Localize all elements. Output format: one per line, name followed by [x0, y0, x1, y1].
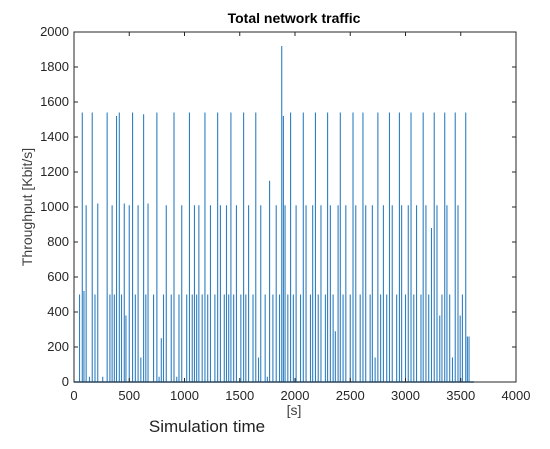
y-tick-label: 1600 — [40, 94, 69, 109]
x-tick-label: 500 — [118, 388, 140, 403]
data-series — [74, 46, 475, 383]
x-tick-label: 1500 — [225, 388, 254, 403]
y-tick-label: 400 — [47, 304, 69, 319]
x-tick-label: 0 — [70, 388, 77, 403]
y-tick-label: 800 — [47, 234, 69, 249]
y-tick-label: 0 — [62, 374, 69, 389]
y-axis: 0 200 400 600 800 1000 1200 1400 1600 1800 2000 — [40, 24, 516, 389]
x-axis-label: [s] — [287, 402, 302, 418]
y-tick-label: 600 — [47, 269, 69, 284]
x-tick-label: 1000 — [170, 388, 199, 403]
y-axis-label: Throughput [Kbit/s] — [19, 148, 35, 266]
figure-caption: Simulation time — [149, 417, 265, 436]
x-tick-label: 3500 — [446, 388, 475, 403]
y-tick-label: 1000 — [40, 199, 69, 214]
x-tick-label: 2000 — [281, 388, 310, 403]
x-tick-label: 2500 — [336, 388, 365, 403]
y-tick-label: 1200 — [40, 164, 69, 179]
x-axis: 0 500 1000 1500 2000 2500 3000 3500 4000 — [70, 32, 530, 403]
x-tick-label: 3000 — [391, 388, 420, 403]
chart-title: Total network traffic — [228, 10, 361, 26]
x-tick-label: 4000 — [502, 388, 531, 403]
y-tick-label: 200 — [47, 339, 69, 354]
y-tick-label: 1800 — [40, 59, 69, 74]
y-tick-label: 2000 — [40, 24, 69, 39]
y-tick-label: 1400 — [40, 129, 69, 144]
